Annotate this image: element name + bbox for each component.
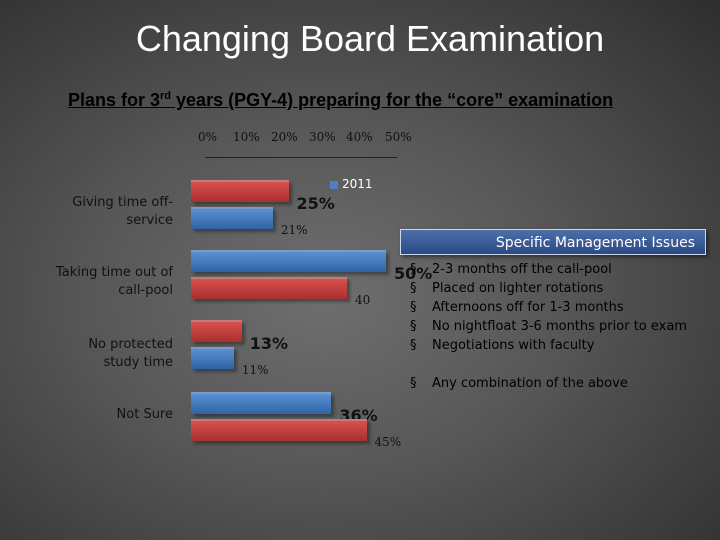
category-label: Giving time off-service — [72, 195, 173, 228]
x-axis-line — [205, 157, 397, 158]
management-item-text: Negotiations with faculty — [432, 338, 595, 353]
bar-2011 — [191, 207, 273, 229]
bar-series-2 — [191, 419, 367, 441]
legend-swatch-2011 — [330, 180, 338, 189]
x-axis-ticks: 0% 10% 20% 30% 40% 50% — [0, 130, 720, 150]
management-item: § No nightfloat 3-6 months prior to exam — [402, 319, 702, 338]
data-label: 45% — [374, 435, 402, 449]
management-item-text: 2-3 months off the call-pool — [432, 262, 612, 277]
subtitle-pre: Plans for 3 — [68, 90, 161, 110]
bullet-icon: § — [410, 319, 417, 334]
x-tick-label: 20% — [271, 130, 298, 144]
management-item: § 2-3 months off the call-pool — [402, 262, 702, 281]
bullet-icon: § — [410, 281, 417, 296]
management-item-text: No nightfloat 3-6 months prior to exam — [432, 319, 687, 334]
slide-title: Changing Board Examination — [135, 18, 605, 59]
bullet-icon: § — [410, 262, 417, 277]
category-label: Taking time out of call-pool — [56, 265, 173, 298]
management-item: § Placed on lighter rotations — [402, 281, 702, 300]
bullet-icon: § — [410, 338, 417, 353]
data-label: 25% — [296, 194, 335, 213]
category-label: No protected study time — [88, 337, 173, 370]
management-item: § Afternoons off for 1-3 months — [402, 300, 702, 319]
management-item-extra: § Any combination of the above — [402, 376, 702, 395]
data-label: 40 — [355, 293, 371, 307]
bar-series-2 — [191, 180, 289, 202]
x-tick-label: 50% — [385, 130, 412, 144]
bar-2011 — [191, 347, 234, 369]
slide-subtitle: Plans for 3rd years (PGY-4) preparing fo… — [68, 90, 613, 111]
management-item-text: Placed on lighter rotations — [432, 281, 604, 296]
x-tick-label: 0% — [198, 130, 218, 144]
management-item: § Negotiations with faculty — [402, 338, 702, 357]
subtitle-post: years (PGY-4) preparing for the “core” e… — [171, 90, 614, 110]
x-tick-label: 40% — [346, 130, 373, 144]
x-tick-label: 10% — [233, 130, 260, 144]
legend: 2011 — [330, 177, 373, 191]
bar-2011 — [191, 392, 332, 414]
bullet-icon: § — [410, 300, 417, 315]
management-item-text: Afternoons off for 1-3 months — [432, 300, 624, 315]
list-spacer — [402, 357, 702, 376]
legend-label-2011: 2011 — [342, 177, 373, 191]
data-label: 11% — [241, 363, 269, 377]
bar-series-2 — [191, 277, 347, 299]
bar-2011 — [191, 250, 386, 272]
management-title: Specific Management Issues — [400, 229, 706, 255]
subtitle-sup: rd — [160, 90, 172, 102]
management-item-text: Any combination of the above — [432, 376, 628, 391]
x-tick-label: 30% — [309, 130, 336, 144]
management-list: § 2-3 months off the call-pool § Placed on … — [402, 262, 702, 395]
bullet-icon: § — [410, 376, 417, 391]
data-label: 50% — [394, 264, 433, 283]
bar-series-2 — [191, 320, 242, 342]
category-label: Not Sure — [116, 407, 173, 422]
data-label: 13% — [249, 334, 288, 353]
data-label: 21% — [280, 223, 308, 237]
